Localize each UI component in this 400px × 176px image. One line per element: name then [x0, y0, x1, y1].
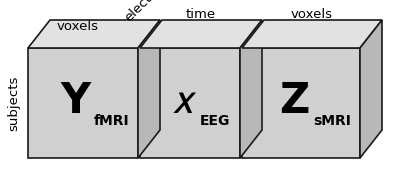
Text: sMRI: sMRI [313, 114, 351, 128]
Polygon shape [140, 48, 240, 158]
Polygon shape [242, 48, 360, 158]
Polygon shape [242, 20, 382, 48]
Polygon shape [360, 20, 382, 158]
Text: fMRI: fMRI [94, 114, 130, 128]
Text: $\mathcal{x}$: $\mathcal{x}$ [171, 79, 197, 122]
Text: $\mathbf{Y}$: $\mathbf{Y}$ [60, 80, 93, 122]
Text: electrodes: electrodes [122, 0, 180, 24]
Text: voxels: voxels [291, 8, 333, 20]
Text: voxels: voxels [56, 20, 98, 33]
Polygon shape [28, 20, 160, 48]
Text: subjects: subjects [8, 75, 20, 131]
Polygon shape [140, 20, 262, 48]
Polygon shape [28, 48, 138, 158]
Polygon shape [240, 20, 262, 158]
Text: time: time [186, 8, 216, 20]
Text: EEG: EEG [200, 114, 230, 128]
Polygon shape [138, 20, 160, 158]
Text: $\mathbf{Z}$: $\mathbf{Z}$ [279, 80, 309, 122]
